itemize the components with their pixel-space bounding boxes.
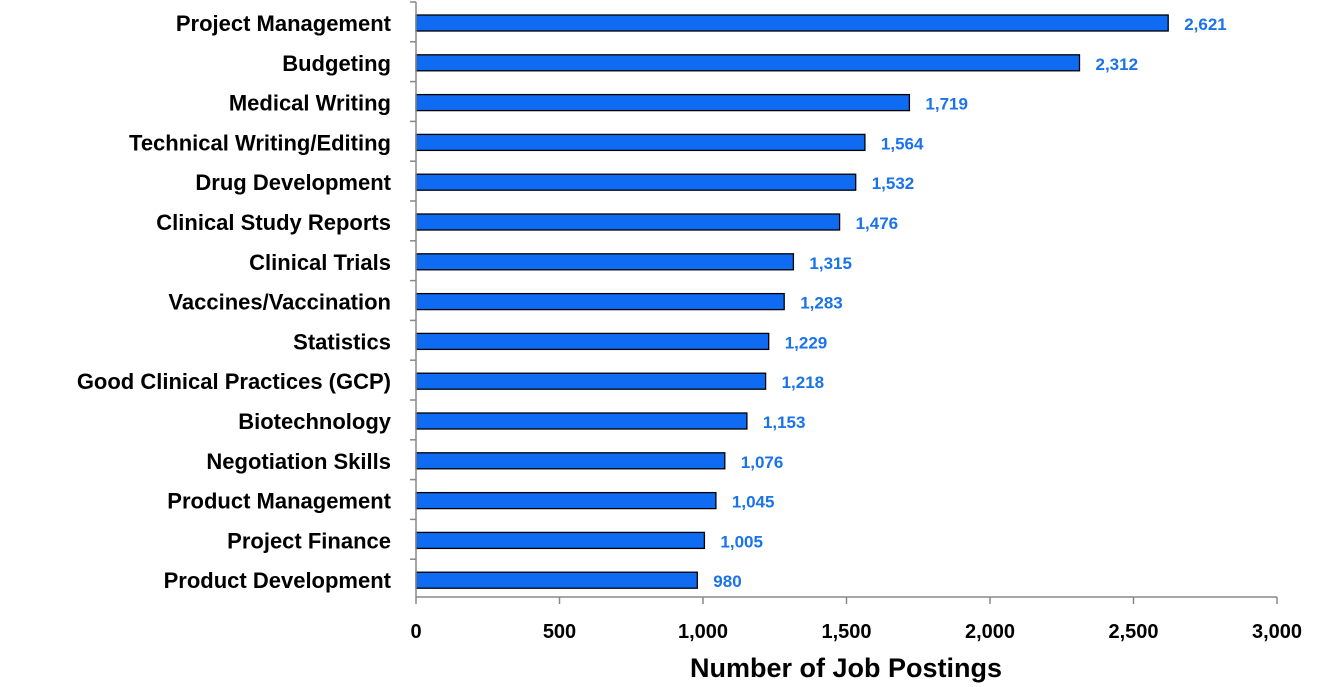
bar [415, 54, 1081, 72]
bar [415, 253, 795, 271]
x-axis-title: Number of Job Postings [690, 653, 1002, 683]
x-tick-label: 1,500 [821, 621, 871, 643]
category-label: Clinical Study Reports [156, 210, 391, 235]
category-label: Budgeting [282, 51, 391, 76]
value-label: 1,045 [732, 493, 775, 512]
value-label: 1,532 [872, 174, 915, 193]
x-tick-label: 2,000 [965, 621, 1015, 643]
category-label: Biotechnology [238, 409, 392, 434]
bar [415, 292, 785, 311]
value-label: 1,719 [925, 95, 968, 114]
value-label: 1,315 [809, 254, 852, 273]
x-tick-label: 2,500 [1108, 621, 1158, 643]
bar [415, 531, 706, 550]
bar [415, 213, 841, 231]
value-label: 1,218 [782, 373, 825, 392]
x-tick-label: 1,000 [678, 621, 728, 643]
bar [415, 491, 717, 510]
bar [415, 133, 866, 152]
value-label: 2,312 [1096, 55, 1139, 74]
x-tick-label: 0 [410, 621, 421, 643]
category-label: Medical Writing [229, 91, 391, 116]
category-label: Statistics [293, 329, 391, 354]
bar [415, 452, 726, 470]
bar [415, 93, 911, 112]
value-label: 1,005 [720, 532, 763, 551]
category-label: Project Management [176, 11, 392, 36]
x-axis-ticks: 0 500 1,000 1,500 2,000 2,500 3,000 [410, 597, 1302, 643]
category-label: Vaccines/Vaccination [168, 290, 391, 315]
bar [415, 571, 698, 589]
value-label: 1,283 [800, 294, 843, 313]
value-label: 2,621 [1184, 15, 1227, 34]
bars-group [415, 14, 1169, 589]
category-labels: Project Management Budgeting Medical Writi… [77, 11, 392, 593]
bar [415, 412, 748, 430]
value-label: 1,564 [881, 134, 924, 153]
value-label: 1,476 [856, 214, 899, 233]
category-label: Product Development [164, 568, 392, 593]
x-tick-label: 500 [543, 621, 576, 643]
bar [415, 14, 1169, 32]
value-label: 1,076 [741, 453, 784, 472]
bar [415, 173, 857, 191]
bar [415, 372, 767, 390]
value-label: 980 [713, 572, 741, 591]
bar [415, 332, 770, 351]
category-label: Drug Development [195, 170, 391, 195]
value-labels: 2,621 2,312 1,719 1,564 1,532 1,476 1,315 1,283… [713, 15, 1226, 591]
value-label: 1,229 [785, 333, 828, 352]
category-label: Clinical Trials [249, 250, 391, 275]
category-label: Negotiation Skills [206, 449, 391, 474]
value-label: 1,153 [763, 413, 806, 432]
category-label: Technical Writing/Editing [129, 130, 391, 155]
category-label: Project Finance [227, 528, 391, 553]
category-label: Product Management [167, 489, 391, 514]
category-label: Good Clinical Practices (GCP) [77, 369, 391, 394]
x-tick-label: 3,000 [1252, 621, 1302, 643]
